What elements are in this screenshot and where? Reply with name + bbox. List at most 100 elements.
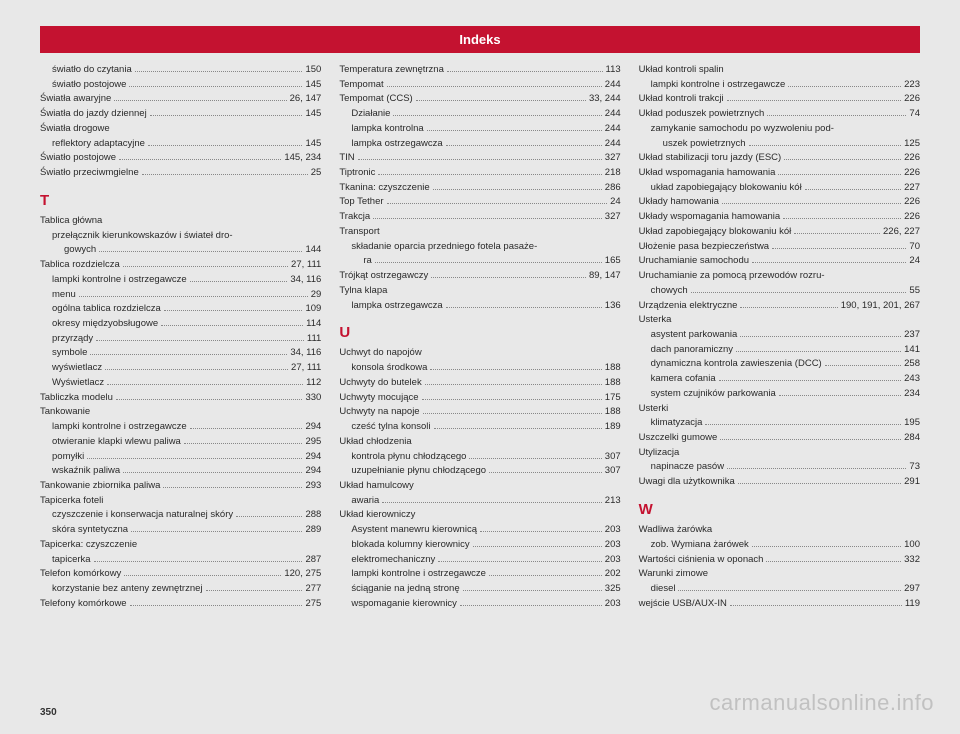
leader-dots	[163, 487, 302, 488]
index-page: 218	[605, 166, 621, 181]
index-entry: napinacze pasów73	[639, 460, 920, 475]
index-entry: wejście USB/AUX-IN119	[639, 597, 920, 612]
index-entry: Światło przeciwmgielne25	[40, 166, 321, 181]
index-entry: system czujników parkowania 234	[639, 387, 920, 402]
index-page: 284	[904, 431, 920, 446]
leader-dots	[150, 115, 303, 116]
index-label: klimatyzacja	[651, 416, 703, 431]
index-label: Usterki	[639, 402, 669, 417]
leader-dots	[783, 218, 901, 219]
index-entry: Układy wspomagania hamowania226	[639, 210, 920, 225]
index-entry: lampka kontrolna244	[339, 122, 620, 137]
index-page: 234	[904, 387, 920, 402]
index-label: Trakcja	[339, 210, 370, 225]
index-label: pomyłki	[52, 450, 84, 465]
index-entry: Uruchamianie samochodu24	[639, 254, 920, 269]
index-entry: Trójkąt ostrzegawczy89, 147	[339, 269, 620, 284]
leader-dots	[740, 336, 901, 337]
index-page: 203	[605, 553, 621, 568]
index-entry: chowych55	[639, 284, 920, 299]
leader-dots	[129, 86, 302, 87]
leader-dots	[473, 546, 602, 547]
leader-dots	[727, 100, 901, 101]
leader-dots	[719, 380, 902, 381]
leader-dots	[722, 203, 901, 204]
leader-dots	[438, 561, 602, 562]
index-label: skóra syntetyczna	[52, 523, 128, 538]
leader-dots	[705, 424, 901, 425]
index-label: Układ kontroli spalin	[639, 63, 724, 78]
index-label: ogólna tablica rozdzielcza	[52, 302, 161, 317]
index-entry: blokada kolumny kierownicy203	[339, 538, 620, 553]
leader-dots	[779, 395, 901, 396]
index-heading: Usterka	[639, 313, 920, 328]
leader-dots	[105, 369, 288, 370]
index-heading: Warunki zimowe	[639, 567, 920, 582]
leader-dots	[427, 130, 602, 131]
leader-dots	[114, 100, 286, 101]
index-entry: cześć tylna konsoli189	[339, 420, 620, 435]
index-entry: przyrządy111	[40, 332, 321, 347]
index-heading: Układ kontroli spalin	[639, 63, 920, 78]
index-entry: wskaźnik paliwa294	[40, 464, 321, 479]
leader-dots	[447, 71, 603, 72]
index-page: 294	[305, 464, 321, 479]
index-label: Uwagi dla użytkownika	[639, 475, 735, 490]
index-page: 289	[305, 523, 321, 538]
index-entry: Uchwyty mocujące 175	[339, 391, 620, 406]
index-label: otwieranie klapki wlewu paliwa	[52, 435, 181, 450]
index-page: 294	[305, 420, 321, 435]
section-letter: W	[639, 498, 920, 521]
index-page: 223	[904, 78, 920, 93]
index-entry: Działanie244	[339, 107, 620, 122]
index-page: 288	[305, 508, 321, 523]
index-entry: Ułożenie pasa bezpieczeństwa70	[639, 240, 920, 255]
index-page: 175	[605, 391, 621, 406]
index-label: konsola środkowa	[351, 361, 427, 376]
index-label: tapicerka	[52, 553, 91, 568]
index-heading: Tapicerka foteli	[40, 494, 321, 509]
index-heading: Światła drogowe	[40, 122, 321, 137]
index-entry: lampka ostrzegawcza244	[339, 137, 620, 152]
index-page: 244	[605, 137, 621, 152]
index-entry: Urządzenia elektryczne190, 191, 201, 267	[639, 299, 920, 314]
leader-dots	[387, 86, 602, 87]
leader-dots	[434, 428, 602, 429]
leader-dots	[164, 310, 303, 311]
index-page: 189	[605, 420, 621, 435]
index-page: 34, 116	[290, 346, 321, 361]
index-entry: Tablica rozdzielcza27, 111	[40, 258, 321, 273]
index-label: Trójkąt ostrzegawczy	[339, 269, 428, 284]
leader-dots	[736, 351, 901, 352]
index-page: 293	[305, 479, 321, 494]
index-page: 287	[305, 553, 321, 568]
index-label: system czujników parkowania	[651, 387, 776, 402]
index-label: Układ kontroli trakcji	[639, 92, 724, 107]
index-entry: ściąganie na jedną stronę325	[339, 582, 620, 597]
index-label: lampki kontrolne i ostrzegawcze	[651, 78, 786, 93]
index-label: Telefony komórkowe	[40, 597, 127, 612]
index-entry: Asystent manewru kierownicą203	[339, 523, 620, 538]
leader-dots	[766, 561, 901, 562]
index-heading: Usterki	[639, 402, 920, 417]
leader-dots	[431, 277, 586, 278]
index-entry: Układ zapobiegający blokowaniu kół226, 2…	[639, 225, 920, 240]
index-label: Uchwyty mocujące	[339, 391, 418, 406]
index-page: 150	[305, 63, 321, 78]
index-label: czyszczenie i konserwacja naturalnej skó…	[52, 508, 233, 523]
index-label: awaria	[351, 494, 379, 509]
index-label: Układy wspomagania hamowania	[639, 210, 781, 225]
index-page: 74	[909, 107, 920, 122]
page-number: 350	[40, 707, 57, 718]
index-entry: Tiptronic218	[339, 166, 620, 181]
index-page: 27, 111	[291, 361, 321, 376]
index-label: Tapicerka: czyszczenie	[40, 538, 137, 553]
index-page: 70	[909, 240, 920, 255]
index-label: Tylna klapa	[339, 284, 387, 299]
index-page: 190, 191, 201, 267	[841, 299, 920, 314]
index-entry: Tempomat244	[339, 78, 620, 93]
index-label: Transport	[339, 225, 379, 240]
index-page: 327	[605, 210, 621, 225]
leader-dots	[425, 384, 602, 385]
index-label: Tablica rozdzielcza	[40, 258, 120, 273]
